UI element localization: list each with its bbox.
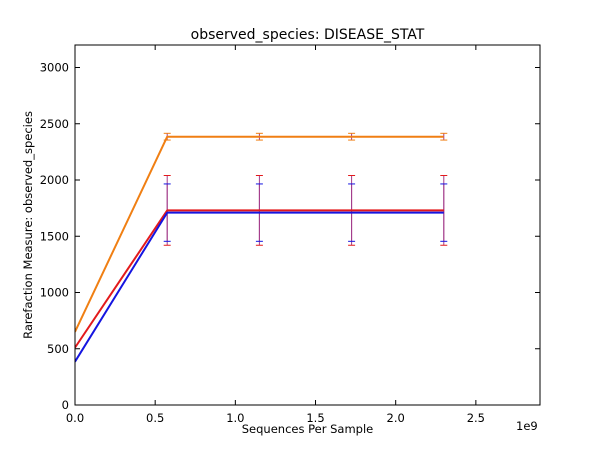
x-tick-label: 0.0 [66,411,84,425]
plot-area [74,44,541,406]
y-tick-label: 2500 [40,117,69,131]
x-tick-label: 2.5 [467,411,485,425]
x-tick-label: 0.5 [146,411,164,425]
y-tick-label: 1000 [40,286,69,300]
plot-frame [74,44,541,406]
chart-title: observed_species: DISEASE_STAT [191,27,425,43]
x-axis: 0.0 0.5 1.0 1.5 2.0 2.5 [66,45,485,425]
x-tick-label: 2.0 [387,411,405,425]
y-tick-label: 1500 [40,229,69,243]
series-line [75,135,444,333]
x-tick-label: 1.0 [226,411,244,425]
x-tick-label: 1.5 [306,411,324,425]
series-line [75,209,444,349]
y-axis: 0 500 1000 1500 2000 2500 3000 [40,61,540,412]
y-tick-label: 0 [62,398,69,412]
y-tick-label: 3000 [40,61,69,75]
y-axis-label: Rarefaction Measure: observed_species [21,111,35,339]
series-line [75,211,444,363]
y-tick-label: 2000 [40,173,69,187]
x-axis-offset-label: 1e9 [516,419,538,433]
x-axis-label: Sequences Per Sample [242,422,373,436]
y-tick-label: 500 [47,342,69,356]
